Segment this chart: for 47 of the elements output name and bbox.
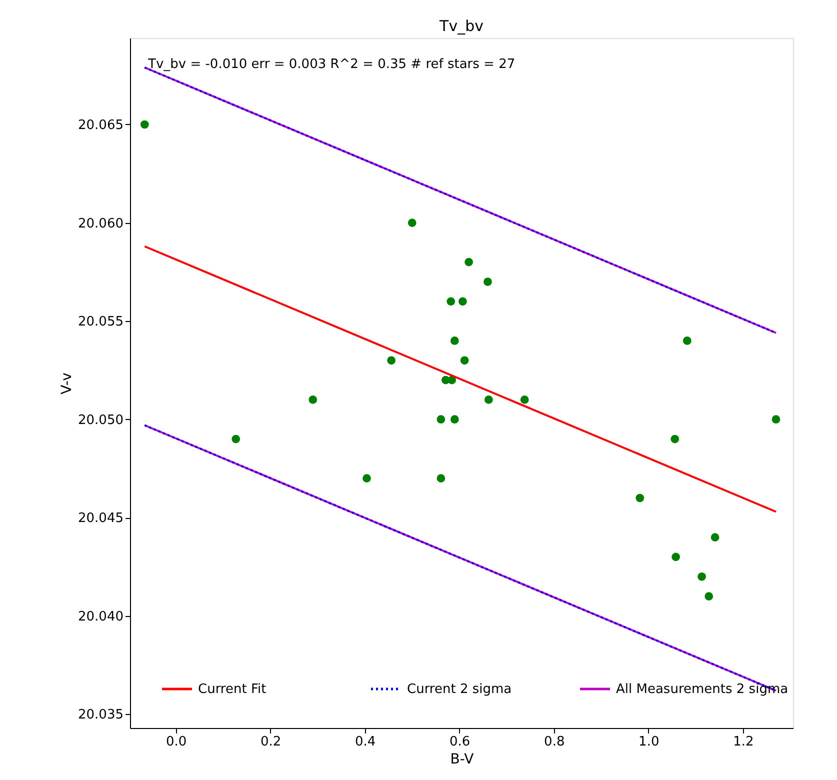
point: [232, 434, 240, 444]
point: [698, 572, 706, 581]
x-tick-label: 1.2: [733, 734, 754, 750]
y-tick-label: 20.065: [78, 118, 124, 133]
point: [450, 336, 459, 345]
point: [408, 218, 416, 227]
point: [448, 376, 456, 384]
point: [460, 356, 469, 365]
x-tick-label: 1.0: [638, 734, 660, 750]
legend-label: Current Fit: [198, 682, 266, 697]
point: [446, 297, 456, 306]
y-tick-label: 20.050: [78, 412, 124, 428]
point: [140, 120, 149, 129]
point: [672, 552, 680, 562]
point: [458, 297, 467, 306]
point: [436, 474, 446, 483]
point: [772, 415, 780, 424]
point: [670, 434, 680, 444]
point: [682, 336, 692, 345]
point: [450, 415, 459, 424]
point: [710, 533, 720, 542]
chart-title: Tv_bv: [438, 17, 484, 35]
point: [636, 494, 644, 502]
point: [308, 396, 318, 404]
x-tick-label: 0.6: [450, 734, 470, 750]
point: [704, 592, 714, 600]
y-tick-label: 20.055: [78, 314, 124, 330]
point: [436, 415, 446, 424]
y-axis-title: V-v: [59, 372, 76, 394]
x-tick-label: 0.8: [544, 734, 565, 750]
x-axis-title: B-V: [450, 752, 474, 768]
point: [362, 474, 371, 483]
x-tick-label: 0.0: [166, 734, 187, 750]
point: [464, 258, 474, 266]
y-tick-label: 20.060: [78, 216, 124, 232]
legend-label: Current 2 sigma: [407, 682, 512, 697]
x-tick-label: 0.4: [355, 734, 376, 750]
y-tick-label: 20.035: [78, 708, 124, 723]
point: [484, 278, 492, 286]
point: [520, 396, 529, 404]
legend-label: All Measurements 2 sigma: [616, 682, 788, 697]
annotation: Tv_bv = -0.010 err = 0.003 R^2 = 0.35 # ref stars = 27: [147, 57, 516, 72]
point: [484, 396, 493, 404]
y-tick-label: 20.040: [78, 609, 124, 624]
point: [387, 356, 396, 365]
y-tick-label: 20.045: [78, 511, 124, 526]
x-tick-label: 0.2: [260, 734, 282, 750]
